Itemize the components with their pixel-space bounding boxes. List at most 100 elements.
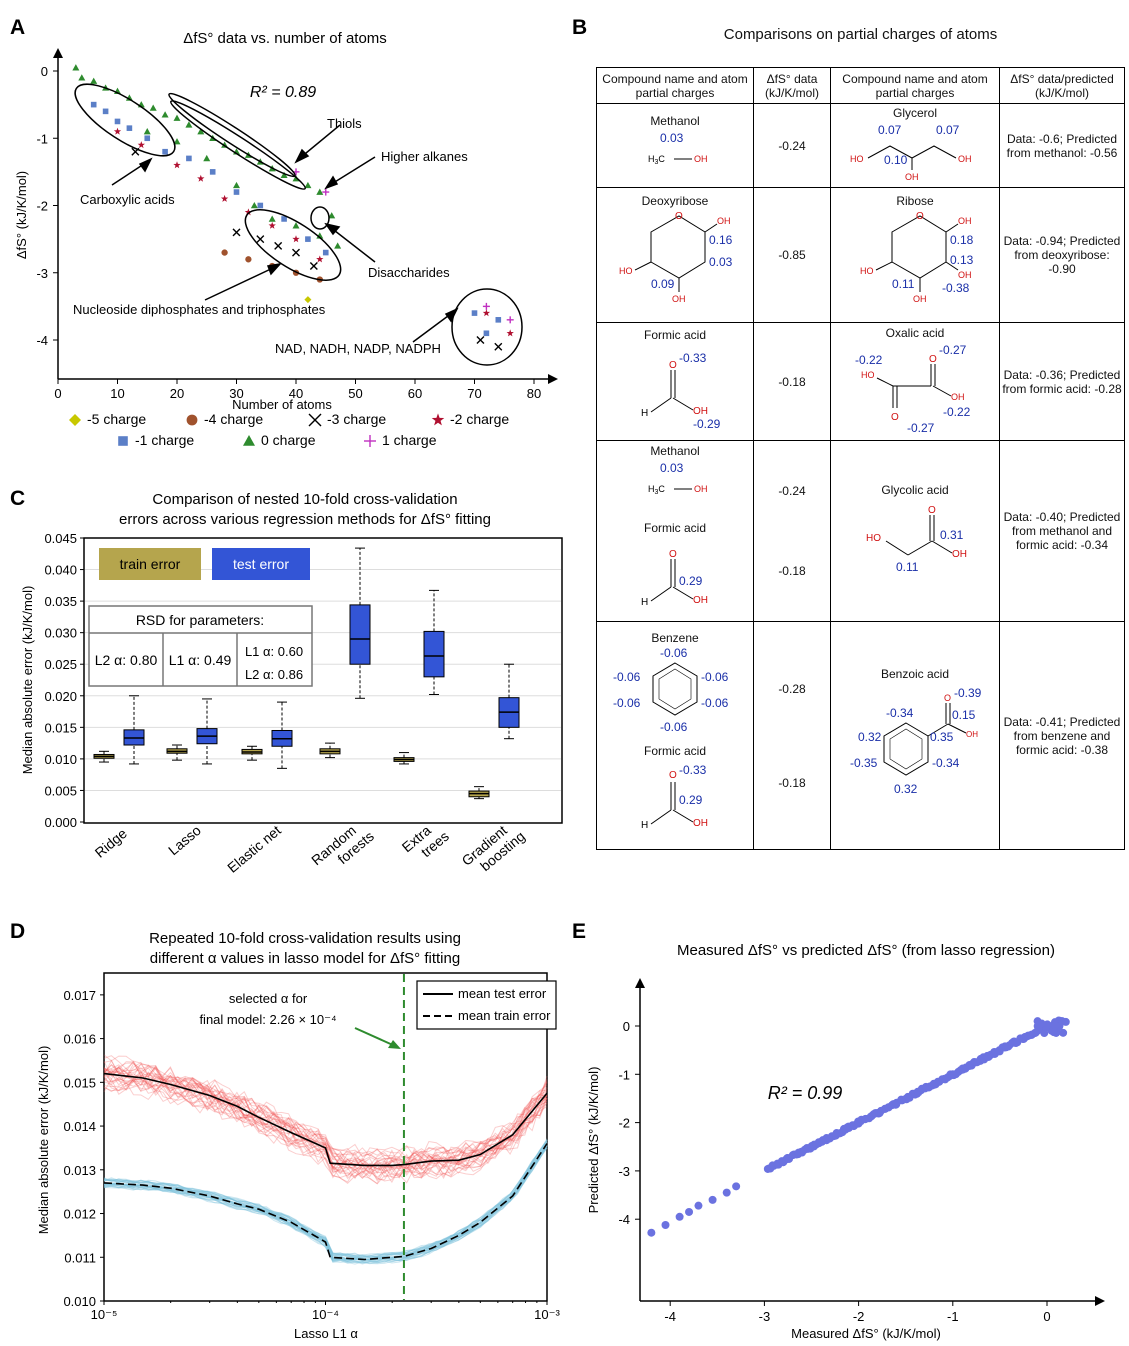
data-cell: -0.28 [778,681,806,696]
panel-a-r2: R² = 0.89 [250,84,316,101]
panel-d-lines [103,974,548,1300]
legend-label: -4 charge [204,411,263,427]
y-tick-label: 0.040 [44,563,77,578]
data-point [316,188,324,195]
y-tick-label: 0.010 [44,752,77,767]
y-tick-label: 0.035 [44,594,77,609]
svg-text:0.13: 0.13 [950,253,974,267]
data-point [149,104,157,111]
data-point [232,228,241,237]
data-point [675,1212,684,1221]
y-tick-label: -4 [36,333,48,348]
test-error-repetition [103,1062,548,1164]
train-error-repetition [103,1145,548,1263]
rsd-title: RSD for parameters: [136,612,264,628]
panel-d-ticks: 0.010 0.011 0.012 0.013 0.014 0.015 0.016 0.017… [63,988,560,1322]
train-error-repetition [103,1141,548,1258]
svg-text:-0.35: -0.35 [850,756,878,770]
data-point [304,181,312,189]
panel-c-title-2: errors across various regression methods… [119,511,491,528]
svg-text:0.03: 0.03 [660,461,684,475]
data-point [476,336,485,344]
svg-text:-0.06: -0.06 [613,670,641,684]
y-tick-label: 0.015 [44,720,77,735]
svg-text:0.11: 0.11 [896,560,919,574]
rsd-lasso: L1 α: 0.49 [169,652,232,668]
x-tick-label: 10 [110,386,124,401]
y-tick-label: 0.005 [44,783,77,798]
panel-a-y-arrow [53,48,63,58]
test-error-repetition [103,1078,548,1184]
svg-text:OH: OH [951,392,965,402]
svg-text:OH: OH [694,154,708,164]
annotation-disaccharides: Disaccharides [368,265,450,280]
compound-name: Ribose [896,194,934,209]
panel-c-ylabel: Median absolute error (kJ/K/mol) [20,586,35,775]
svg-text:HO: HO [866,533,881,544]
panel-e-scatter: Measured ΔfS° vs predicted ΔfS° (from la… [586,942,1105,1341]
svg-text:H3C: H3C [648,484,665,496]
panel-a-annotation-arrows [111,124,459,343]
svg-text:O: O [929,354,937,365]
test-error-repetition [103,1068,548,1174]
method-label: Elastic net [224,822,284,876]
y-tick-label: 0 [623,1019,630,1034]
svg-text:-0.27: -0.27 [939,343,967,357]
y-tick-label: -2 [36,199,48,214]
svg-text:-0.06: -0.06 [613,696,641,710]
data-point [334,242,342,249]
train-error-repetition [103,1138,548,1258]
data-point [244,208,253,216]
test-error-repetition [103,1071,548,1171]
svg-text:HO: HO [850,154,864,164]
test-error-repetition [103,1061,548,1170]
panel-c-method-labels: Ridge Lasso Elastic net Randomforests Extrat… [92,822,528,876]
box-test [423,589,445,696]
data-point [233,181,240,189]
svg-text:OH: OH [693,406,708,417]
x-tick-label: -2 [853,1309,865,1324]
data-point [257,202,264,209]
data-point [173,138,181,145]
panel-d-xlabel: Lasso L1 α [294,1326,358,1341]
box-train [166,744,188,761]
test-error-repetition [103,1062,548,1166]
y-tick-label: 0.011 [64,1250,96,1265]
nucleoside-ellipse [244,209,342,281]
panel-a-legend: -5 charge -4 charge -3 charge -2 charge -1 c… [69,411,509,448]
disaccharides-ellipse [310,206,330,230]
box-train [319,742,341,759]
header-left-data: ΔfS° data (kJ/K/mol) [753,66,831,105]
data-point [1061,1017,1070,1026]
y-tick-label: 0.010 [63,1294,96,1309]
svg-text:OH: OH [672,294,686,304]
data-point [197,128,205,135]
svg-text:-0.39: -0.39 [954,686,982,700]
data-point [281,216,287,222]
panel-e-r2: R² = 0.99 [768,1083,843,1103]
header-right-compound: Compound name and atom partial charges [830,66,1000,105]
data-point [203,154,211,162]
data-point [256,235,265,244]
formic-acid-structure: H O OH -0.33 -0.29 [641,351,721,431]
svg-text:0.03: 0.03 [709,255,733,269]
svg-text:0.03: 0.03 [660,131,684,145]
rsd-box [88,605,313,687]
table-row: Benzene -0.06 -0.06 -0.06 -0.06 -0.06 -0… [596,621,1125,850]
legend-marker-square [118,436,128,446]
legend-mean-train: mean train error [458,1008,551,1023]
svg-text:0.09: 0.09 [651,277,675,291]
legend-label: -3 charge [327,411,386,427]
x-tick-label: 60 [408,386,422,401]
data-point [185,121,193,128]
data-point [125,94,133,101]
y-tick-label: 0.015 [63,1075,96,1090]
x-tick-label: 80 [527,386,541,401]
data-point [685,1207,694,1216]
svg-text:0.32: 0.32 [858,730,882,744]
data-point [292,175,300,182]
data-point [280,171,288,179]
panel-a-title: ΔfS° data vs. number of atoms [183,30,387,47]
svg-text:-0.33: -0.33 [679,351,707,365]
svg-text:0.31: 0.31 [940,528,964,542]
